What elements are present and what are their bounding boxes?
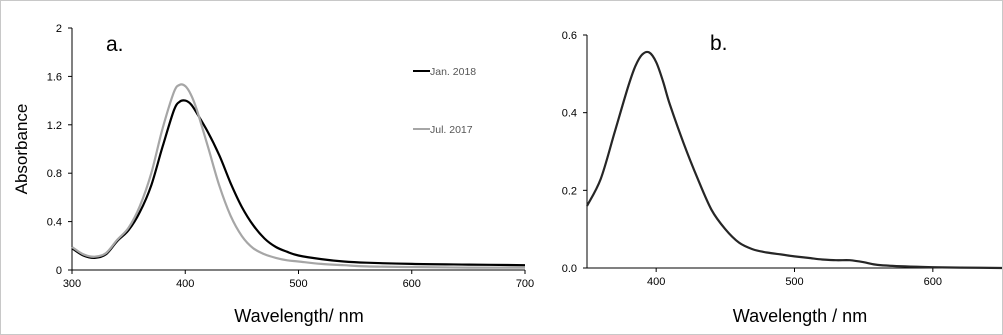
series-jul-2017-line	[71, 83, 526, 269]
panel-a-y-tick-label: 0	[56, 265, 62, 277]
panel-b-y-ticks: 0.0 0.2 0.4 0.6	[562, 30, 587, 275]
panel-b-x-ticks: 400 500 600	[647, 268, 942, 288]
panel-b-y-tick-label: 0.4	[562, 108, 577, 120]
panel-a-y-ticks: 0 0.4 0.8 1.2 1.6 2	[47, 23, 72, 277]
panel-b-y-tick-label: 0.2	[562, 185, 577, 197]
panel-b-x-tick-label: 400	[647, 276, 665, 288]
panel-b-label: b.	[710, 32, 728, 55]
legend-label-jan-2018: Jan. 2018	[430, 66, 476, 78]
panel-b-series-line	[586, 50, 1003, 270]
panel-b-series	[586, 50, 1003, 270]
panel-a-x-tick-label: 300	[63, 278, 81, 290]
panel-b-y-tick-label: 0.0	[562, 263, 577, 275]
series-jan-2018-line	[71, 99, 526, 267]
panel-b-y-tick-label: 0.6	[562, 30, 577, 42]
panel-a-y-tick-label: 2	[56, 23, 62, 35]
panel-a-x-axis-label: Wavelength/ nm	[234, 306, 363, 326]
panel-a-x-tick-label: 400	[176, 278, 194, 290]
panel-a-y-axis-label: Absorbance	[12, 104, 31, 195]
panel-b-x-axis-label: Wavelength / nm	[733, 306, 867, 326]
panel-a-y-tick-label: 0.8	[47, 168, 62, 180]
panel-b-x-tick-label: 500	[785, 276, 803, 288]
panel-a: 300 400 500 600 700 0 0.4 0.8 1.2 1.6 2 a. Wavele…	[12, 23, 534, 326]
panel-a-x-ticks: 300 400 500 600 700	[63, 270, 534, 290]
panel-a-y-tick-label: 0.4	[47, 217, 62, 229]
legend: Jan. 2018 Jul. 2017	[413, 66, 476, 136]
panel-b: 400 500 600 0.0 0.2 0.4 0.6 b. Wavelength / n…	[562, 30, 1003, 326]
panel-a-x-tick-label: 600	[403, 278, 421, 290]
panel-a-y-tick-label: 1.6	[47, 71, 62, 83]
legend-label-jul-2017: Jul. 2017	[430, 124, 473, 136]
panel-a-y-tick-label: 1.2	[47, 120, 62, 132]
panel-a-x-tick-label: 500	[289, 278, 307, 290]
panel-a-label: a.	[106, 33, 124, 56]
panel-a-series	[71, 83, 526, 269]
panel-a-x-tick-label: 700	[516, 278, 534, 290]
panel-b-x-tick-label: 600	[924, 276, 942, 288]
